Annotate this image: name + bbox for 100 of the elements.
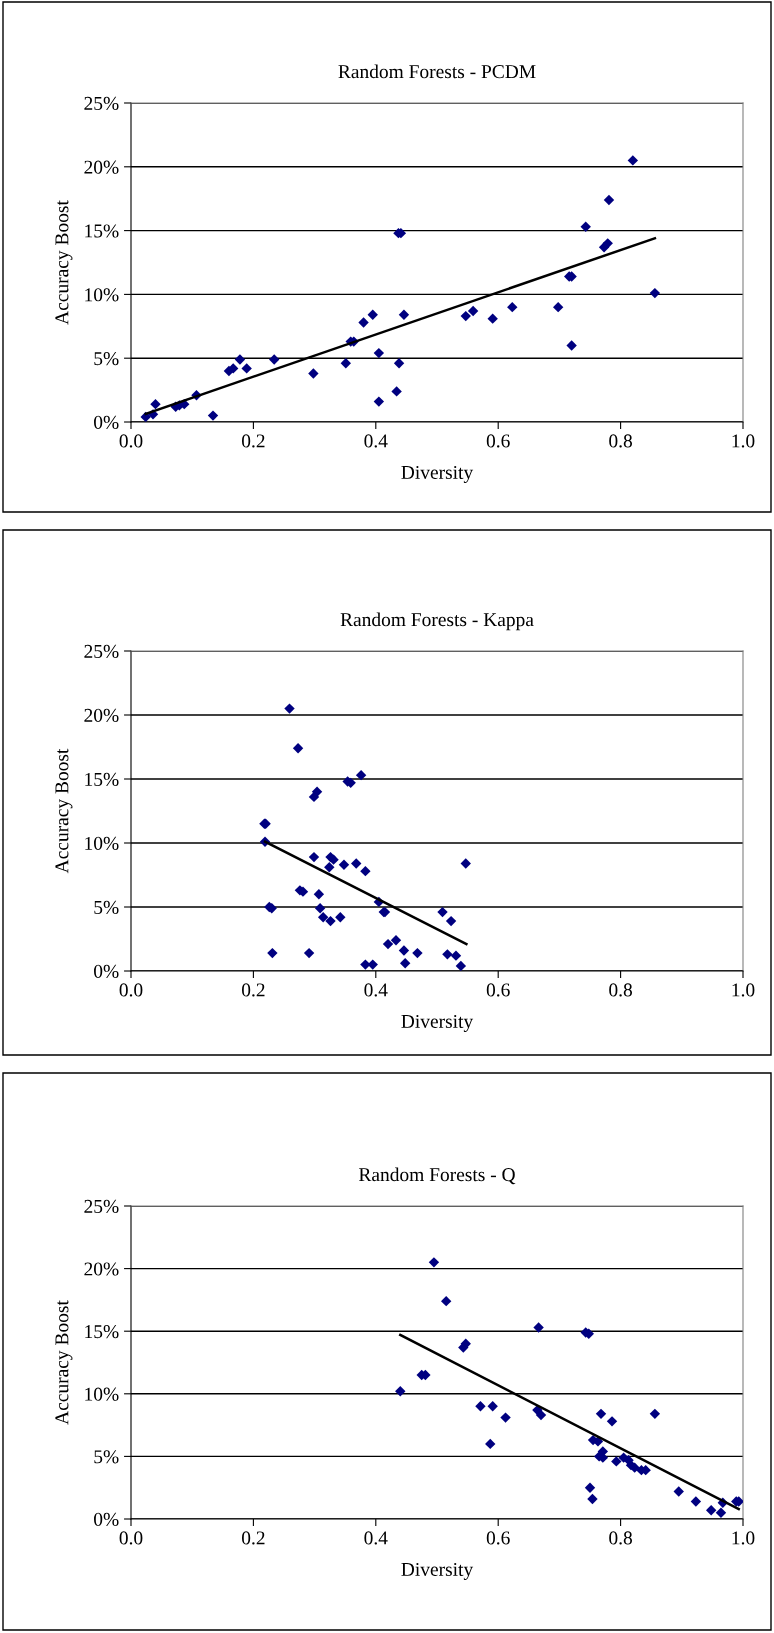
x-axis-title: Diversity [401,1562,474,1580]
x-tick-label: 1.0 [732,1531,755,1545]
y-tick-label: 10% [85,288,119,302]
point [715,1507,727,1518]
point [399,958,411,969]
point [150,398,161,410]
point [440,1295,452,1307]
point [442,949,453,960]
y-tick-label: 5% [94,1450,119,1464]
point [269,354,280,365]
x-tick-label: 0.0 [119,1531,143,1545]
point [412,947,423,959]
point [584,1482,596,1493]
point [398,309,410,321]
point [450,950,462,961]
point [595,1408,607,1420]
point [391,386,402,397]
y-tick-label: 5% [94,900,119,914]
point [460,858,471,869]
point [367,309,378,321]
y-axis-title: Accuracy Boost [55,748,73,874]
y-tick-label: 15% [85,1325,119,1339]
point [649,287,661,299]
point [338,859,350,870]
point [303,947,315,959]
point [241,363,252,374]
point [485,1438,496,1450]
y-tick-label: 0% [94,1512,119,1526]
y-tick-label: 25% [84,96,119,110]
point [390,935,402,946]
point [487,313,498,324]
point [314,903,326,914]
x-tick-label: 0.2 [241,434,265,448]
point [649,1408,661,1420]
point [587,1493,598,1505]
point [627,155,639,166]
point [475,1401,486,1412]
y-tick-label: 20% [84,1262,119,1276]
point [308,851,320,863]
x-tick-label: 0.8 [609,434,633,448]
x-tick-label: 1.0 [732,983,755,997]
point [395,1386,406,1397]
chart-title: Random Forests - PCDM [338,64,536,79]
point [373,396,385,407]
point [317,912,329,923]
point [267,947,278,959]
x-tick-label: 1.0 [732,434,755,448]
x-tick-label: 0.6 [486,983,510,997]
y-tick-label: 25% [84,1199,119,1213]
point [355,769,367,781]
point [373,347,385,359]
point [445,915,457,927]
point [552,301,564,313]
y-axis-title: Accuracy Boost [55,200,73,325]
point [606,1416,618,1427]
point [535,1409,547,1421]
point [690,1496,702,1507]
point [455,960,467,971]
point [234,354,246,365]
point [228,363,239,374]
point [358,317,369,328]
y-tick-label: 10% [85,836,119,850]
point [284,703,295,714]
y-tick-label: 5% [94,352,119,366]
point [437,906,448,918]
y-tick-label: 0% [94,415,119,429]
point [398,945,410,956]
point [533,1322,544,1333]
point [487,1401,498,1412]
point [566,340,577,351]
point [500,1412,511,1423]
point [611,1456,622,1467]
x-tick-label: 0.2 [241,1531,265,1545]
y-tick-label: 15% [85,224,119,238]
x-tick-label: 0.4 [364,434,388,448]
x-tick-label: 0.8 [609,983,633,997]
point [313,889,325,900]
point [325,915,336,927]
point [705,1505,717,1516]
point [428,1257,440,1268]
point [467,305,479,317]
x-tick-label: 0.8 [609,1531,633,1545]
point [335,912,346,923]
x-tick-label: 0.4 [364,1531,388,1545]
point [360,865,371,877]
x-tick-label: 0.4 [364,983,388,997]
point [351,858,362,869]
y-axis-title: Accuracy Boost [55,1300,73,1425]
x-axis-title: Diversity [401,465,474,483]
chart-title: Random Forests - Kappa [340,612,534,631]
x-tick-label: 0.6 [486,1531,510,1545]
x-axis-title: Diversity [401,1014,474,1032]
y-tick-label: 0% [94,964,119,978]
point [340,358,352,369]
point [207,410,219,421]
chart-title: Random Forests - Q [358,1167,516,1185]
point [382,938,394,950]
x-tick-label: 0.0 [119,434,143,448]
x-tick-label: 0.0 [119,983,143,997]
point [603,194,615,206]
